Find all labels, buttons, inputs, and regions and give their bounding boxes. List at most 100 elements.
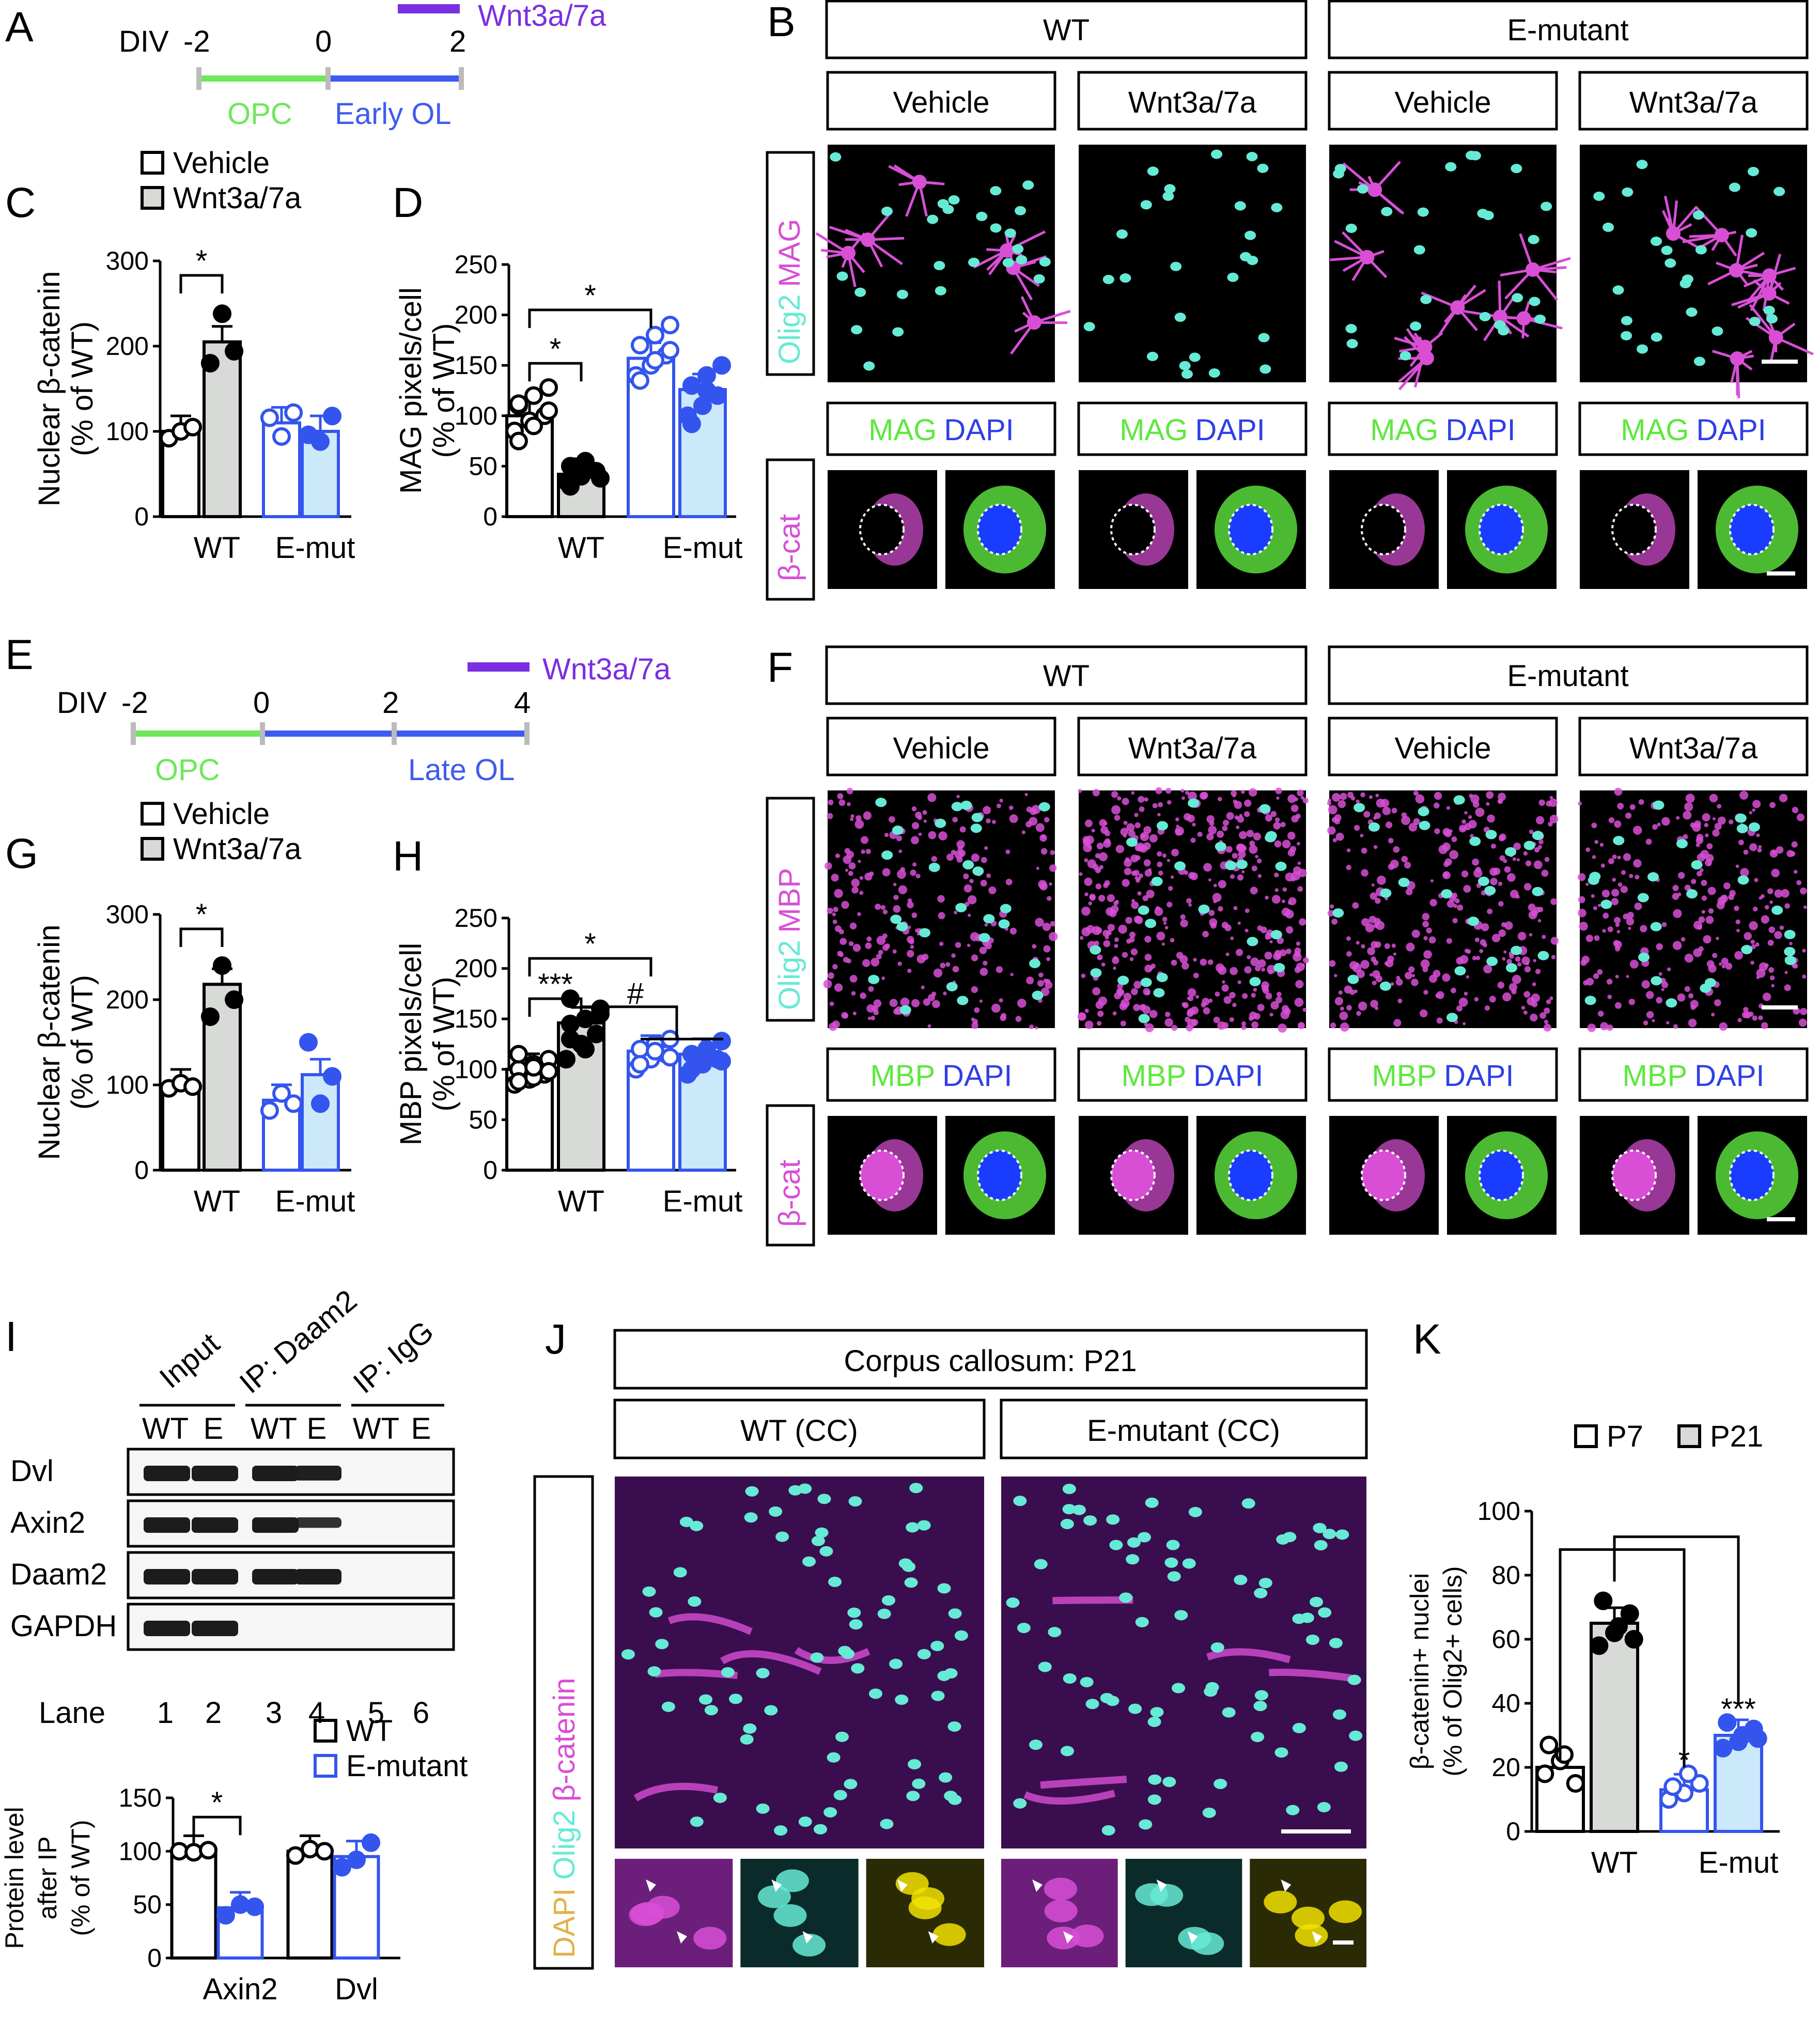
myelin-speckle (1693, 921, 1703, 930)
myelin-speckle (999, 998, 1003, 1003)
data-point (183, 417, 203, 437)
myelin-speckle (937, 895, 945, 903)
nucleus (937, 1670, 951, 1681)
marker-label: MBP (1622, 1059, 1687, 1093)
myelin-speckle (1550, 898, 1558, 905)
myelin-speckle (1037, 980, 1044, 987)
myelin-speckle (1517, 931, 1527, 941)
myelin-speckle (1207, 959, 1214, 965)
myelin-speckle (1752, 808, 1755, 812)
myelin-speckle (1774, 889, 1783, 898)
myelin-speckle (1411, 978, 1419, 986)
myelin-speckle (1375, 1006, 1379, 1011)
nucleus (1083, 322, 1095, 332)
nucleus (875, 798, 887, 807)
myelin-speckle (1202, 998, 1210, 1006)
cell-process (815, 232, 866, 287)
myelin-speckle (1137, 891, 1142, 896)
myelin-speckle (1236, 825, 1240, 829)
myelin-speckle (1244, 966, 1252, 974)
dapi-nucleus (1228, 1149, 1273, 1201)
data-point (199, 1841, 218, 1860)
nucleus (1505, 963, 1517, 973)
y-axis-label-line: (% of Olig2+ cells) (1438, 1566, 1467, 1776)
cell-process (888, 164, 945, 217)
significance-label: # (627, 977, 644, 1011)
myelin-speckle (1130, 854, 1139, 863)
myelin-speckle (1255, 854, 1258, 859)
myelin-speckle (1585, 935, 1593, 942)
inset-nucleus (932, 1923, 966, 1946)
myelin-speckle (1529, 933, 1533, 937)
myelin-speckle (1794, 869, 1798, 874)
nucleus (830, 152, 842, 162)
vessel-process (1268, 1668, 1352, 1682)
myelin-speckle (922, 810, 927, 815)
myelin-speckle (1614, 1002, 1622, 1009)
myelin-speckle (860, 992, 867, 999)
myelin-speckle (1225, 952, 1230, 956)
myelin-speckle (1021, 830, 1026, 834)
myelin-speckle (1627, 911, 1634, 919)
row-label-box (766, 1104, 815, 1247)
nucleus (1033, 274, 1045, 284)
myelin-speckle (1781, 889, 1790, 898)
myelin-speckle (1229, 1017, 1235, 1022)
myelin-speckle (1131, 791, 1135, 795)
blot-band (252, 1569, 299, 1584)
data-point (509, 431, 528, 450)
myelin-speckle (1101, 962, 1106, 967)
myelin-speckle (1166, 902, 1173, 908)
myelin-speckle (1719, 1022, 1728, 1031)
myelin-speckle (1157, 861, 1163, 867)
y-tick-label: 300 (106, 900, 149, 929)
myelin-speckle (1103, 940, 1111, 947)
myelin-speckle (1045, 981, 1053, 989)
myelin-speckle (1302, 1007, 1307, 1012)
myelin-speckle (1253, 988, 1257, 992)
blot-row-label: Daam2 (10, 1558, 107, 1591)
myelin-speckle (1084, 1008, 1089, 1013)
myelin-speckle (1120, 828, 1129, 836)
beta-catenin-label: β-catenin (548, 1678, 581, 1802)
myelin-speckle (1038, 972, 1044, 978)
data-point (200, 354, 220, 372)
nucleus (1691, 860, 1703, 870)
bar (161, 1083, 200, 1172)
myelin-speckle (1721, 957, 1729, 965)
nucleus (1147, 1794, 1161, 1805)
myelin-speckle (861, 849, 865, 854)
dapi-label: DAPI (1445, 413, 1515, 447)
myelin-speckle (907, 901, 914, 909)
nucleus (1013, 1798, 1027, 1809)
condition-box (826, 71, 1056, 131)
nucleus (1126, 837, 1138, 847)
condition-label: Vehicle (893, 732, 989, 765)
nucleus (1482, 211, 1494, 221)
myelin-speckle (1373, 845, 1378, 849)
myelin-speckle (849, 975, 858, 983)
myelin-speckle (1202, 930, 1209, 938)
cell-process (973, 230, 1046, 275)
nucleus (851, 325, 863, 335)
myelin-speckle (861, 836, 869, 844)
myelin-speckle (1327, 826, 1336, 835)
category-label: WT (194, 1185, 240, 1218)
myelin-speckle (1107, 894, 1115, 903)
myelin-speckle (1144, 797, 1148, 802)
myelin-speckle (1274, 817, 1280, 822)
panel-letter-a: A (5, 4, 34, 51)
nucleus (1274, 1747, 1288, 1758)
myelin-speckle (1232, 794, 1236, 798)
myelin-speckle (848, 871, 853, 876)
myelin-speckle (1350, 796, 1356, 801)
myelin-speckle (1666, 1021, 1670, 1024)
myelin-speckle (909, 939, 914, 945)
nucleus (1479, 312, 1491, 321)
nucleus (1148, 1774, 1162, 1785)
group-header-box (825, 645, 1308, 705)
nucleus (906, 1522, 920, 1533)
significance-bracket (179, 274, 224, 293)
